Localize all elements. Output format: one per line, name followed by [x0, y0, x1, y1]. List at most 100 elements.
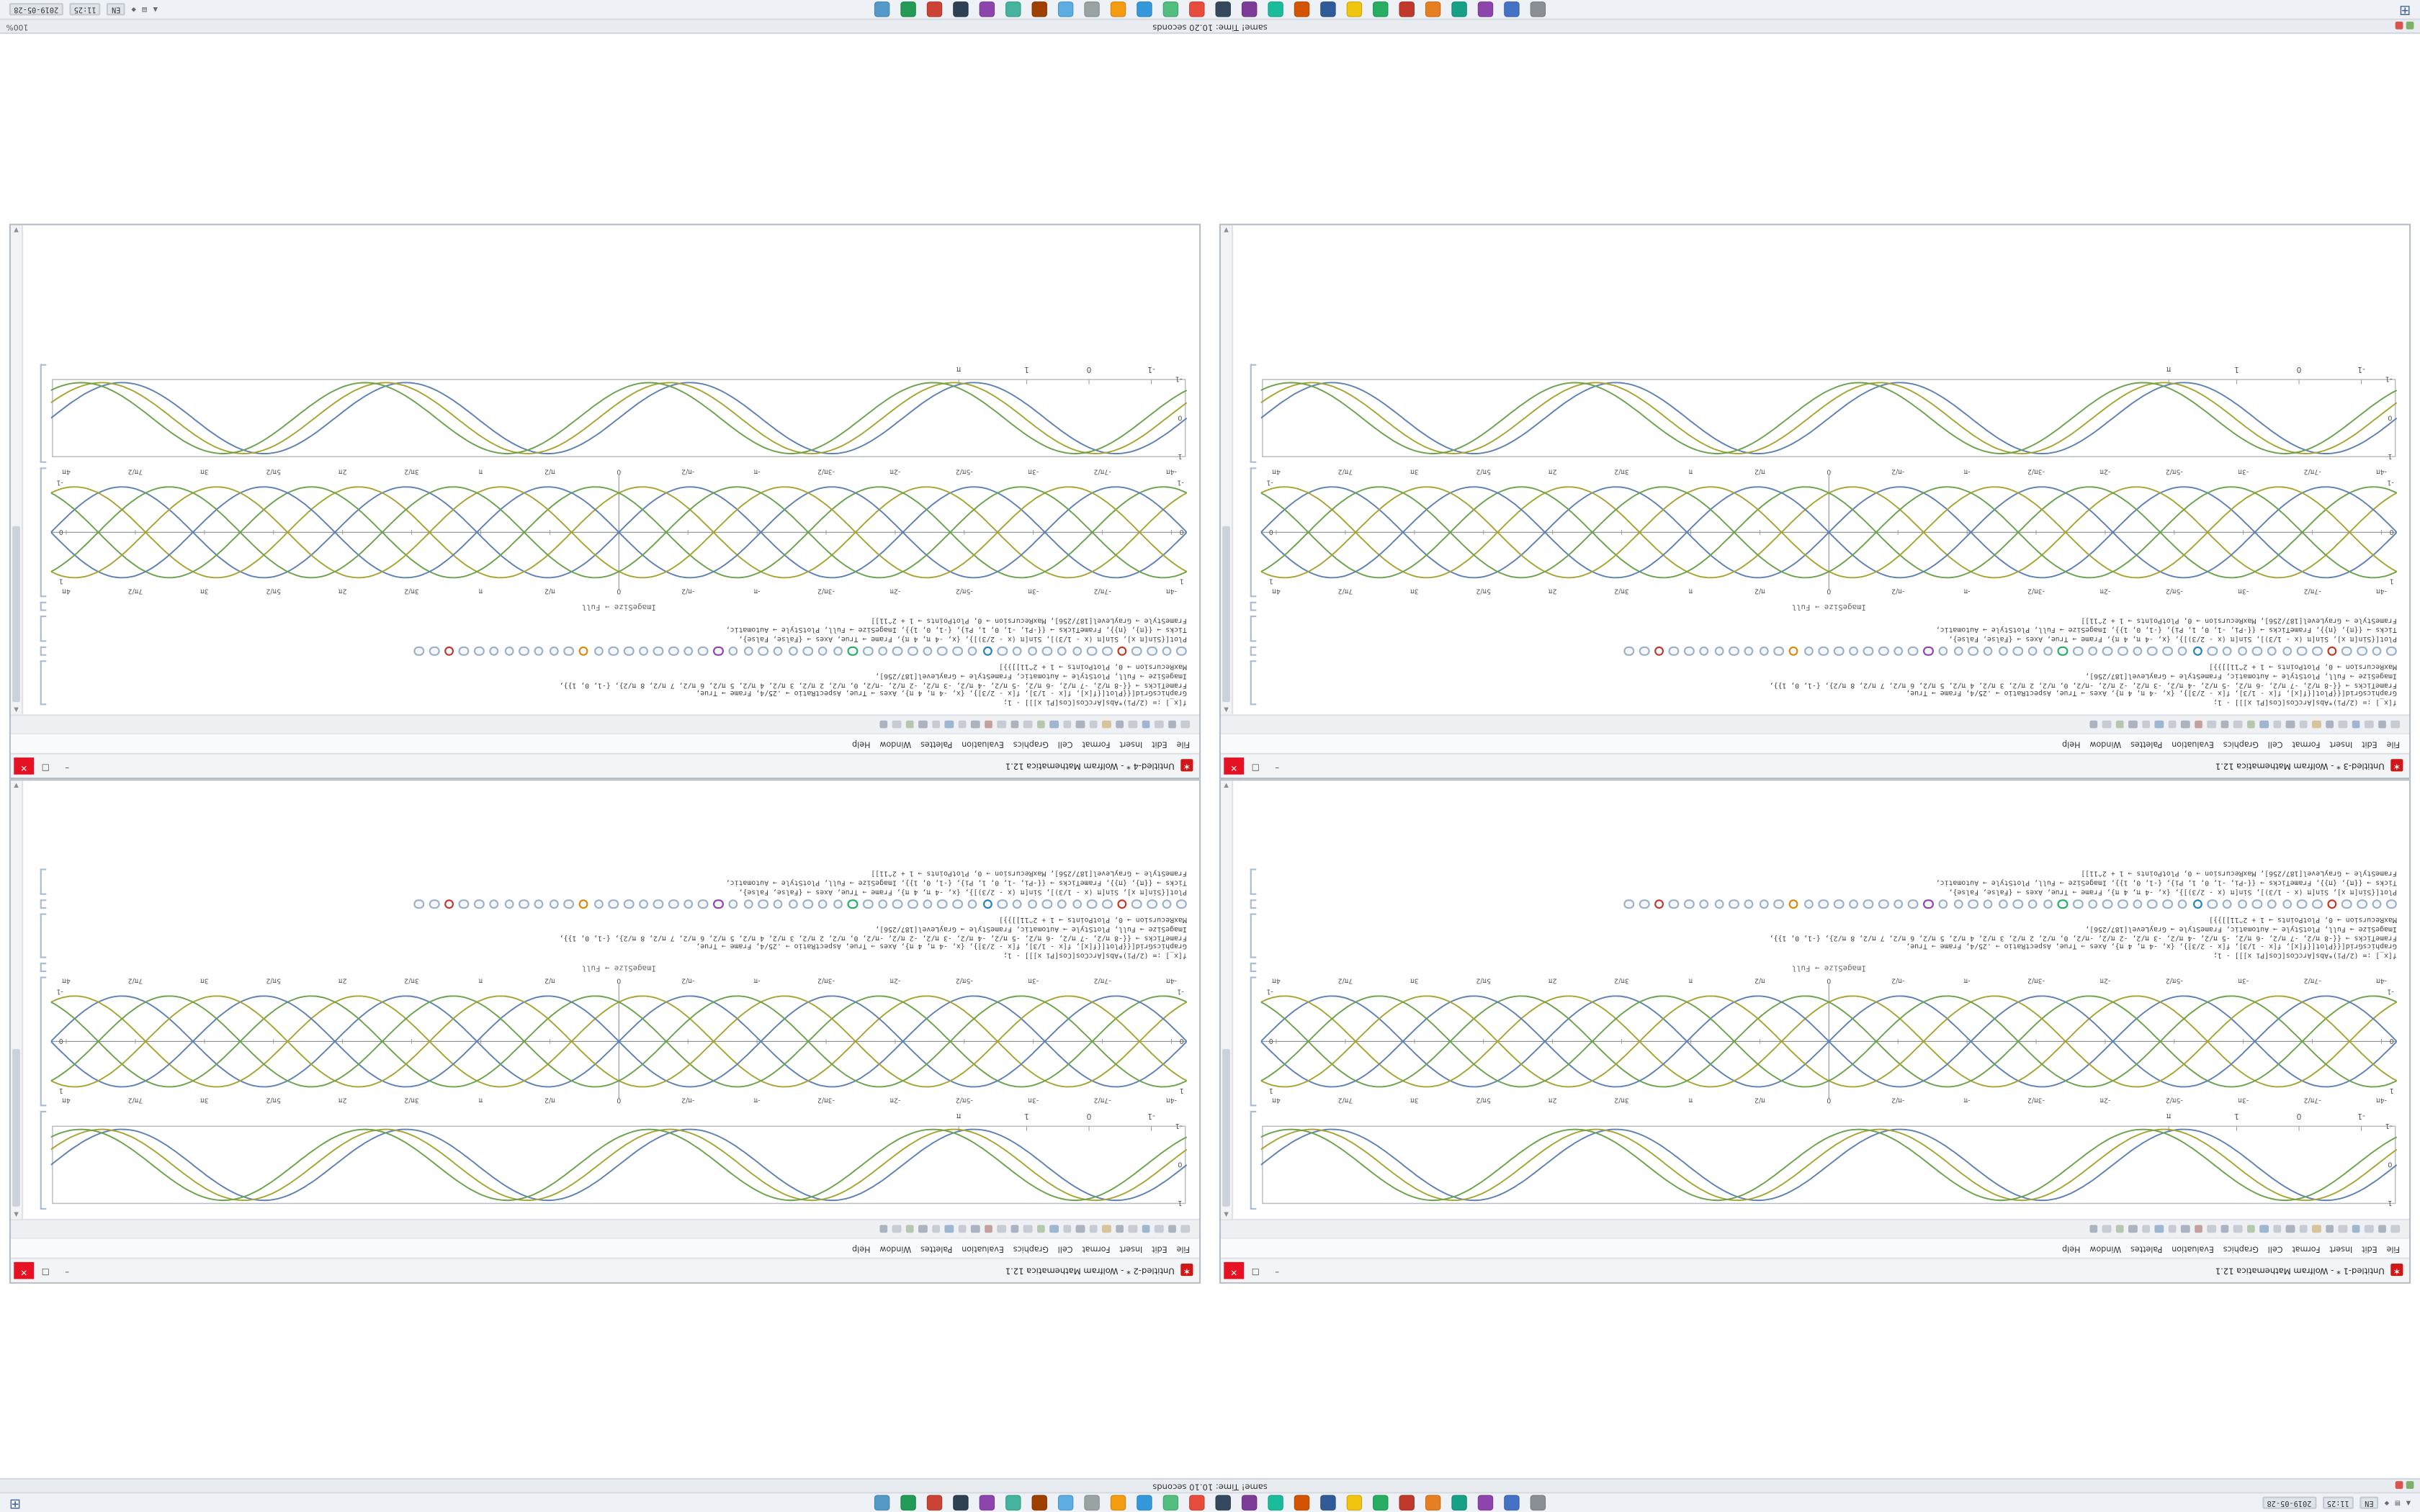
toolbar-button-icon[interactable] — [2195, 1224, 2203, 1233]
app-01-icon[interactable] — [1530, 1495, 1546, 1511]
toolbar-button-icon[interactable] — [985, 720, 993, 729]
app-01-icon[interactable] — [1530, 1, 1546, 17]
toolbar-button-icon[interactable] — [2181, 1224, 2190, 1233]
date[interactable]: 2019-05-28 — [2262, 1496, 2316, 1509]
toolbar-button-icon[interactable] — [1076, 1224, 1085, 1233]
toolbar-button-icon[interactable] — [1168, 720, 1177, 729]
scroll-up-icon[interactable]: ▲ — [1224, 1211, 1229, 1219]
notebook-content[interactable]: -1 0 1 π -1 0 1 -4π -4π -7π/2 -7π/2 -3π -3π -5π/2 -5π… — [11, 780, 1199, 1219]
menu-window[interactable]: Window — [879, 1243, 912, 1253]
toolbar-button-icon[interactable] — [2326, 720, 2335, 729]
menu-edit[interactable]: Edit — [1152, 1243, 1168, 1253]
toolbar-button-icon[interactable] — [1089, 720, 1098, 729]
app-14-icon[interactable] — [1189, 1495, 1205, 1511]
toolbar-button-icon[interactable] — [2220, 720, 2230, 729]
code-cell[interactable]: f[x_] := (2/Pi)*Abs[ArcCos[Cos[Pi x]]] -… — [39, 914, 1187, 958]
app-12-icon[interactable] — [1241, 1, 1258, 17]
clock[interactable]: 11:25 — [2322, 1496, 2354, 1509]
language-indicator[interactable]: EN — [2360, 1496, 2379, 1509]
toolbar-button-icon[interactable] — [1103, 720, 1111, 729]
app-19-icon[interactable] — [1057, 1, 1074, 17]
vertical-scrollbar[interactable]: ▲ ▼ — [11, 780, 24, 1219]
toolbar-button-icon[interactable] — [1063, 1224, 1072, 1233]
menu-window[interactable]: Window — [2089, 1243, 2122, 1253]
toolbar-button-icon[interactable] — [919, 720, 928, 729]
toolbar-button-icon[interactable] — [1023, 720, 1033, 729]
toolbar-button-icon[interactable] — [2352, 720, 2361, 729]
app-09-icon[interactable] — [1320, 1, 1336, 17]
app-24-icon[interactable] — [926, 1495, 943, 1511]
app-07-icon[interactable] — [1373, 1495, 1389, 1511]
toolbar-button-icon[interactable] — [905, 720, 915, 729]
app-22-icon[interactable] — [979, 1495, 995, 1511]
toolbar-button-icon[interactable] — [998, 1224, 1007, 1233]
toolbar-button-icon[interactable] — [1010, 720, 1020, 729]
menu-graphics[interactable]: Graphics — [1013, 739, 1049, 749]
scrollbar-thumb[interactable] — [1222, 1048, 1230, 1207]
toolbar-button-icon[interactable] — [2089, 1224, 2099, 1233]
app-08-icon[interactable] — [1346, 1495, 1363, 1511]
app-02-icon[interactable] — [1504, 1495, 1520, 1511]
toolbar-button-icon[interactable] — [2168, 720, 2177, 729]
toolbar-button-icon[interactable] — [971, 1224, 980, 1233]
toolbar-button-icon[interactable] — [2273, 720, 2282, 729]
menu-cell[interactable]: Cell — [1057, 1243, 1073, 1253]
code-cell[interactable]: Plot[{Sin[π x], Sin[π (x - 1/3)], Sin[π … — [39, 868, 1187, 894]
menu-edit[interactable]: Edit — [2362, 739, 2378, 749]
zoom-level[interactable]: 100% — [6, 22, 29, 31]
toolbar-button-icon[interactable] — [2129, 1224, 2138, 1233]
app-05-icon[interactable] — [1425, 1495, 1441, 1511]
app-02-icon[interactable] — [1504, 1, 1520, 17]
minimize-button[interactable]: – — [1275, 762, 1280, 772]
toolbar-button-icon[interactable] — [1050, 1224, 1059, 1233]
start-button[interactable]: ⊞ — [9, 1495, 22, 1511]
toolbar-button-icon[interactable] — [2313, 720, 2321, 729]
app-12-icon[interactable] — [1241, 1495, 1258, 1511]
minimize-button[interactable]: – — [65, 762, 70, 772]
toolbar-button-icon[interactable] — [2299, 720, 2308, 729]
toolbar-button-icon[interactable] — [1037, 1224, 1046, 1233]
app-18-icon[interactable] — [1084, 1495, 1100, 1511]
app-06-icon[interactable] — [1399, 1495, 1415, 1511]
toolbar-button-icon[interactable] — [945, 1224, 954, 1233]
code-cell[interactable]: f[x_] := (2/Pi)*Abs[ArcCos[Cos[Pi x]]] -… — [1249, 661, 2397, 705]
toolbar-button-icon[interactable] — [1010, 1224, 1020, 1233]
app-23-icon[interactable] — [953, 1495, 969, 1511]
menu-file[interactable]: File — [2386, 1243, 2401, 1253]
menu-graphics[interactable]: Graphics — [2223, 1243, 2259, 1253]
toolbar-button-icon[interactable] — [2208, 720, 2217, 729]
output-plot-axes[interactable]: -4π -4π -7π/2 -7π/2 -3π -3π -5π/2 -5π/2 -2π -2π -3… — [1249, 976, 2397, 1106]
toolbar-button-icon[interactable] — [2181, 720, 2190, 729]
app-04-icon[interactable] — [1451, 1, 1467, 17]
app-25-icon[interactable] — [900, 1, 916, 17]
app-08-icon[interactable] — [1346, 1, 1363, 17]
toolbar-button-icon[interactable] — [2233, 720, 2243, 729]
code-cell[interactable]: Plot[{Sin[π x], Sin[π (x - 1/3)], Sin[π … — [1249, 868, 2397, 894]
toolbar-button-icon[interactable] — [1181, 1224, 1191, 1233]
scroll-down-icon[interactable]: ▼ — [1224, 227, 1229, 235]
menu-insert[interactable]: Insert — [1119, 1243, 1143, 1253]
toolbar-button-icon[interactable] — [2247, 720, 2256, 729]
titlebar[interactable]: ✶ Untitled-2 * - Wolfram Mathematica 12.… — [11, 1257, 1199, 1282]
code-cell[interactable]: Plot[{Sin[π x], Sin[π (x - 1/3)], Sin[π … — [39, 615, 1187, 642]
menu-evaluation[interactable]: Evaluation — [962, 739, 1004, 749]
menu-help[interactable]: Help — [2062, 739, 2081, 749]
toolbar-button-icon[interactable] — [2286, 1224, 2295, 1233]
menu-format[interactable]: Format — [1082, 739, 1111, 749]
app-20-icon[interactable] — [1031, 1495, 1047, 1511]
vertical-scrollbar[interactable]: ▲ ▼ — [1221, 225, 1234, 715]
app-19-icon[interactable] — [1057, 1495, 1074, 1511]
output-plot-axes[interactable]: -4π -4π -7π/2 -7π/2 -3π -3π -5π/2 -5π/2 -2π -2π -3… — [39, 976, 1187, 1106]
app-05-icon[interactable] — [1425, 1, 1441, 17]
app-22-icon[interactable] — [979, 1, 995, 17]
toolbar-button-icon[interactable] — [1181, 720, 1191, 729]
app-10-icon[interactable] — [1294, 1495, 1310, 1511]
menu-insert[interactable]: Insert — [1119, 739, 1143, 749]
toolbar-button-icon[interactable] — [1116, 720, 1125, 729]
toolbar-button-icon[interactable] — [1037, 720, 1046, 729]
output-plot-axes[interactable]: -4π -4π -7π/2 -7π/2 -3π -3π -5π/2 -5π/2 -2π -2π -3… — [39, 467, 1187, 596]
date[interactable]: 2019-05-28 — [9, 3, 63, 16]
titlebar[interactable]: ✶ Untitled-4 * - Wolfram Mathematica 12.… — [11, 752, 1199, 778]
language-indicator[interactable]: EN — [107, 3, 125, 16]
toolbar-button-icon[interactable] — [2089, 720, 2099, 729]
